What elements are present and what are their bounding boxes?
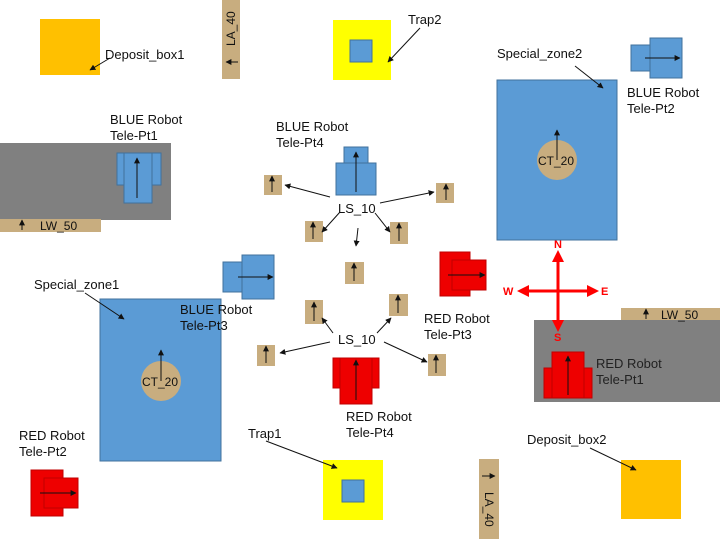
blue-robot-pt1 [116,152,162,204]
red-robot-pt1 [543,351,593,399]
compass-s: S [554,332,561,344]
deposit-box-1 [40,19,100,75]
label-ct-left: CT_20 [142,375,179,389]
label-red-pt2: RED Robot Tele-Pt2 [19,428,85,459]
label-red-pt3: RED Robot Tele-Pt3 [424,311,490,342]
label-trap1: Trap1 [248,426,282,441]
label-lw-right: LW_50 [661,308,699,322]
label-deposit-box1: Deposit_box1 [105,47,185,62]
label-special-zone1: Special_zone1 [34,277,120,292]
label-ls-bottom: LS_10 [338,332,376,347]
label-blue-pt3: BLUE Robot Tele-Pt3 [180,302,253,333]
red-robot-pt3 [439,251,487,297]
la-label-bottom: LA_40 [482,492,496,527]
lw-strip-left [0,219,101,232]
compass-n: N [554,239,562,251]
special-zone-2 [496,79,618,241]
la-label-top: LA_40 [224,11,238,46]
la-strip-bottom [479,459,499,539]
label-red-pt1: RED Robot Tele-Pt1 [596,356,662,387]
label-lw-left: LW_50 [40,219,78,233]
blue-robot-pt2 [630,37,683,79]
compass-w: W [503,286,514,298]
label-blue-pt1: BLUE Robot Tele-Pt1 [110,112,183,143]
compass-e: E [601,286,608,298]
label-ct-right: CT_20 [538,154,575,168]
blue-robot-pt4 [335,146,377,196]
label-blue-pt2: BLUE Robot Tele-Pt2 [627,85,700,116]
label-ls-top: LS_10 [338,201,376,216]
red-robot-pt4 [332,357,380,405]
compass-icon [517,250,599,332]
label-deposit-box2: Deposit_box2 [527,432,607,447]
label-trap2: Trap2 [408,12,442,27]
label-special-zone2: Special_zone2 [497,46,583,61]
blue-robot-pt3 [222,254,275,300]
deposit-box-2 [621,460,681,519]
red-robot-pt2 [30,469,79,517]
label-blue-pt4: BLUE Robot Tele-Pt4 [276,119,349,150]
label-red-pt4: RED Robot Tele-Pt4 [346,409,412,440]
